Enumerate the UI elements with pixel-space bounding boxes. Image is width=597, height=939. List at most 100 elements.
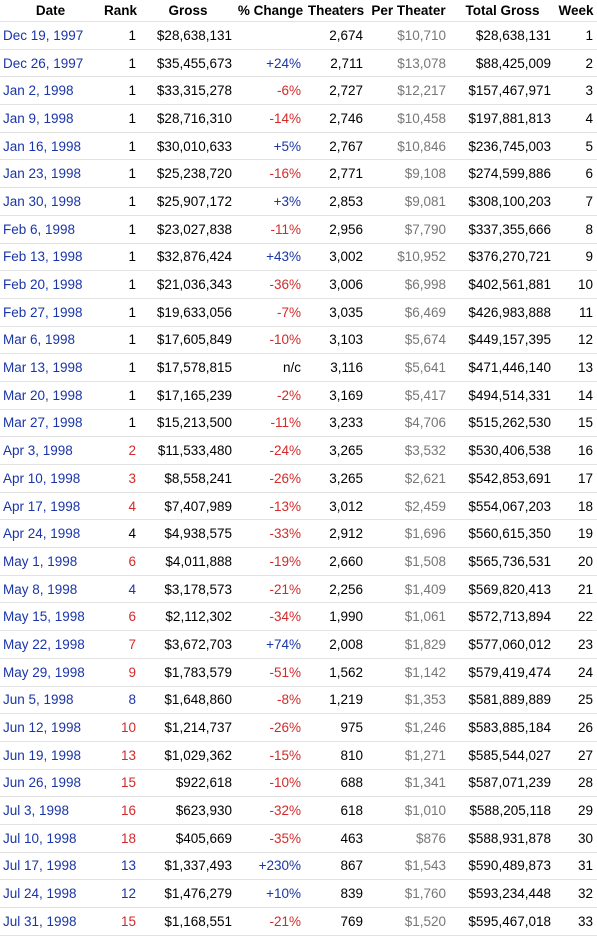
cell-week: 19: [555, 519, 597, 549]
date-link[interactable]: Mar 27, 1998: [3, 415, 83, 431]
table-row: May 15, 1998 6 $2,112,302 -34% 1,990 $1,061 $5…: [0, 602, 597, 632]
table-row: Jul 24, 1998 12 $1,476,279 +10% 839 $1,760 $59…: [0, 879, 597, 908]
cell-date: Apr 10, 1998: [0, 464, 101, 493]
cell-per-theater: $5,417: [367, 381, 450, 410]
date-link[interactable]: Dec 26, 1997: [3, 55, 84, 71]
cell-change: +74%: [236, 630, 305, 659]
date-link[interactable]: Apr 17, 1998: [3, 498, 81, 514]
table-row: Jul 17, 1998 13 $1,337,493 +230% 867 $1,543 $5…: [0, 852, 597, 881]
cell-gross: $2,112,302: [140, 602, 236, 632]
date-link[interactable]: Feb 27, 1998: [3, 304, 83, 320]
cell-gross: $8,558,241: [140, 464, 236, 493]
cell-total-gross: $274,599,886: [450, 159, 555, 189]
date-link[interactable]: Jul 31, 1998: [3, 913, 77, 929]
cell-total-gross: $542,853,691: [450, 464, 555, 493]
table-row: Jun 5, 1998 8 $1,648,860 -8% 1,219 $1,353 $581…: [0, 686, 597, 715]
cell-rank: 1: [101, 270, 140, 299]
date-link[interactable]: Mar 13, 1998: [3, 360, 83, 376]
date-link[interactable]: May 15, 1998: [3, 609, 85, 625]
date-link[interactable]: Mar 20, 1998: [3, 387, 83, 403]
cell-date: Jun 5, 1998: [0, 686, 101, 715]
cell-rank: 18: [101, 824, 140, 853]
cell-total-gross: $585,544,027: [450, 741, 555, 770]
cell-week: 14: [555, 381, 597, 410]
cell-week: 32: [555, 879, 597, 908]
cell-per-theater: $4,706: [367, 409, 450, 438]
date-link[interactable]: Jul 24, 1998: [3, 886, 77, 902]
date-link[interactable]: May 29, 1998: [3, 664, 85, 680]
cell-total-gross: $579,419,474: [450, 658, 555, 687]
cell-week: 31: [555, 852, 597, 881]
cell-per-theater: $6,998: [367, 270, 450, 299]
date-link[interactable]: Apr 3, 1998: [3, 443, 73, 459]
cell-theaters: 3,265: [305, 464, 367, 493]
cell-week: 30: [555, 824, 597, 853]
date-link[interactable]: Jul 3, 1998: [3, 803, 70, 819]
cell-rank: 13: [101, 852, 140, 881]
date-link[interactable]: Jan 16, 1998: [3, 138, 82, 154]
date-link[interactable]: May 8, 1998: [3, 581, 78, 597]
date-link[interactable]: Jan 30, 1998: [3, 193, 82, 209]
date-link[interactable]: Feb 20, 1998: [3, 277, 83, 293]
cell-gross: $1,476,279: [140, 879, 236, 908]
cell-change: -6%: [236, 76, 305, 106]
cell-per-theater: $6,469: [367, 298, 450, 327]
col-header-rank[interactable]: Rank: [101, 0, 140, 22]
cell-week: 23: [555, 630, 597, 659]
cell-date: May 8, 1998: [0, 575, 101, 604]
cell-rank: 6: [101, 602, 140, 632]
cell-week: 22: [555, 602, 597, 632]
cell-change: [236, 21, 305, 50]
date-link[interactable]: Jun 26, 1998: [3, 775, 82, 791]
date-link[interactable]: Apr 24, 1998: [3, 526, 81, 542]
cell-rank: 8: [101, 686, 140, 715]
cell-total-gross: $308,100,203: [450, 187, 555, 216]
cell-theaters: 839: [305, 879, 367, 908]
date-link[interactable]: Jun 12, 1998: [3, 720, 82, 736]
date-link[interactable]: Feb 6, 1998: [3, 221, 76, 237]
date-link[interactable]: Feb 13, 1998: [3, 249, 83, 265]
cell-theaters: 2,008: [305, 630, 367, 659]
col-header-theaters[interactable]: Theaters: [305, 0, 367, 22]
cell-theaters: 2,674: [305, 21, 367, 50]
cell-change: -21%: [236, 575, 305, 604]
cell-gross: $11,533,480: [140, 436, 236, 465]
date-link[interactable]: Jul 17, 1998: [3, 858, 77, 874]
cell-rank: 15: [101, 769, 140, 798]
cell-date: Jan 16, 1998: [0, 132, 101, 161]
cell-gross: $4,938,575: [140, 519, 236, 549]
table-row: Jul 31, 1998 15 $1,168,551 -21% 769 $1,520 $59…: [0, 907, 597, 936]
cell-date: Jan 9, 1998: [0, 104, 101, 133]
cell-week: 11: [555, 298, 597, 327]
date-link[interactable]: Jul 10, 1998: [3, 830, 77, 846]
date-link[interactable]: Jan 9, 1998: [3, 110, 74, 126]
col-header-change[interactable]: % Change: [236, 0, 305, 22]
cell-change: +24%: [236, 49, 305, 78]
cell-per-theater: $1,271: [367, 741, 450, 770]
cell-date: Jul 17, 1998: [0, 852, 101, 881]
col-header-date[interactable]: Date: [0, 0, 101, 22]
cell-date: May 22, 1998: [0, 630, 101, 659]
col-header-gross[interactable]: Gross: [140, 0, 236, 22]
cell-total-gross: $471,446,140: [450, 353, 555, 382]
cell-week: 17: [555, 464, 597, 493]
cell-gross: $19,633,056: [140, 298, 236, 327]
date-link[interactable]: Apr 10, 1998: [3, 470, 81, 486]
col-header-week[interactable]: Week: [555, 0, 597, 22]
date-link[interactable]: May 1, 1998: [3, 553, 78, 569]
date-link[interactable]: Jan 23, 1998: [3, 166, 82, 182]
table-row: Jun 12, 1998 10 $1,214,737 -26% 975 $1,246 $58…: [0, 713, 597, 742]
date-link[interactable]: Jun 19, 1998: [3, 747, 82, 763]
table-row: Mar 27, 1998 1 $15,213,500 -11% 3,233 $4,706 $…: [0, 409, 597, 438]
cell-theaters: 2,956: [305, 215, 367, 244]
date-link[interactable]: Jan 2, 1998: [3, 83, 74, 99]
cell-week: 6: [555, 159, 597, 189]
cell-theaters: 3,265: [305, 436, 367, 465]
table-row: Mar 13, 1998 1 $17,578,815 n/c 3,116 $5,641 $4…: [0, 353, 597, 382]
col-header-per-theater[interactable]: Per Theater: [367, 0, 450, 22]
date-link[interactable]: Jun 5, 1998: [3, 692, 74, 708]
col-header-total-gross[interactable]: Total Gross: [450, 0, 555, 22]
date-link[interactable]: May 22, 1998: [3, 636, 85, 652]
date-link[interactable]: Dec 19, 1997: [3, 27, 84, 43]
date-link[interactable]: Mar 6, 1998: [3, 332, 76, 348]
